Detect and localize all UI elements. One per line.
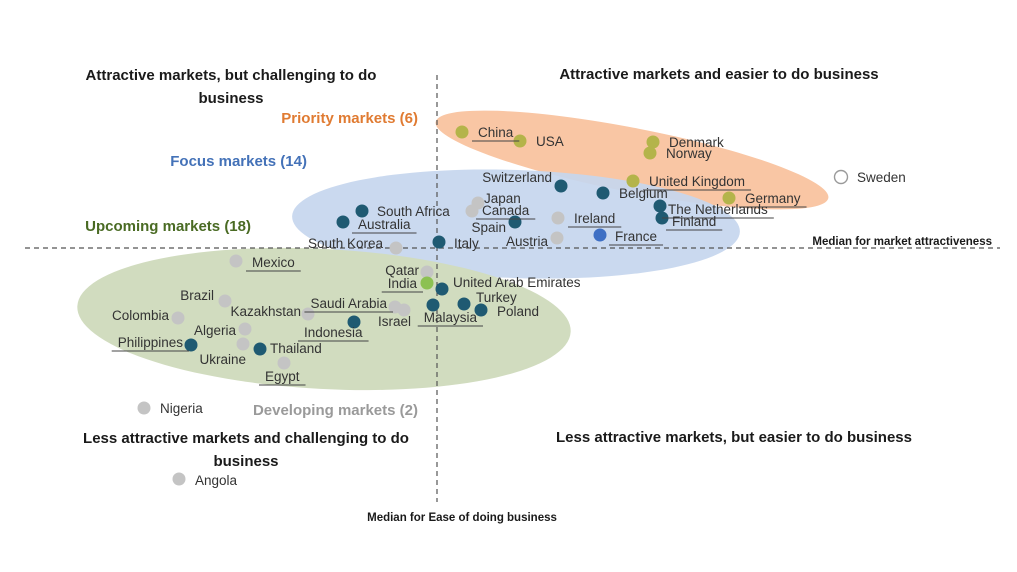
- label-ireland: Ireland: [574, 211, 615, 226]
- point-ireland: [551, 211, 565, 225]
- label-colombia: Colombia: [112, 308, 170, 323]
- label-south-africa: South Africa: [377, 204, 450, 219]
- label-usa: USA: [536, 134, 564, 149]
- point-qatar: [420, 265, 434, 279]
- label-the-netherlands: The Netherlands: [668, 202, 768, 217]
- label-australia: Australia: [358, 217, 411, 232]
- point-mexico: [229, 254, 243, 268]
- label-canada: Canada: [482, 203, 530, 218]
- focus-markets-label: Focus markets (14): [170, 153, 307, 170]
- point-italy: [432, 235, 446, 249]
- label-india: India: [388, 276, 418, 291]
- label-switzerland: Switzerland: [482, 170, 552, 185]
- label-italy: Italy: [454, 236, 479, 251]
- quadrant-top-left-line2: business: [198, 90, 263, 107]
- point-germany: [722, 191, 736, 205]
- quadrant-bottom-left-line2: business: [213, 453, 278, 470]
- y-median-label: Median for market attractiveness: [812, 236, 992, 248]
- point-philippines: [184, 338, 198, 352]
- point-malaysia: [426, 298, 440, 312]
- label-nigeria: Nigeria: [160, 401, 203, 416]
- point-united-kingdom: [626, 174, 640, 188]
- label-south-korea: South Korea: [308, 236, 384, 251]
- quadrant-bottom-left-line1: Less attractive markets and challenging …: [83, 430, 409, 447]
- priority-markets-label: Priority markets (6): [281, 110, 418, 127]
- point-brazil: [218, 294, 232, 308]
- label-turkey: Turkey: [476, 290, 517, 305]
- point-usa: [513, 134, 527, 148]
- label-angola: Angola: [195, 473, 238, 488]
- point-indonesia: [347, 315, 361, 329]
- label-finland: Finland: [672, 214, 716, 229]
- developing-markets-label: Developing markets (2): [253, 402, 418, 419]
- label-algeria: Algeria: [194, 323, 237, 338]
- point-denmark: [646, 135, 660, 149]
- label-belgium: Belgium: [619, 186, 668, 201]
- label-saudi-arabia: Saudi Arabia: [310, 296, 387, 311]
- upcoming-markets-ellipse: [77, 247, 571, 391]
- label-norway: Norway: [666, 146, 712, 161]
- label-austria: Austria: [506, 234, 549, 249]
- label-spain: Spain: [471, 220, 506, 235]
- label-egypt: Egypt: [265, 369, 300, 384]
- point-egypt: [277, 356, 291, 370]
- point-china: [455, 125, 469, 139]
- point-austria: [550, 231, 564, 245]
- point-australia: [336, 215, 350, 229]
- label-germany: Germany: [745, 191, 801, 206]
- label-china: China: [478, 125, 514, 140]
- label-france: France: [615, 229, 657, 244]
- point-south-korea: [389, 241, 403, 255]
- point-canada: [465, 204, 479, 218]
- point-united-arab-emirates: [435, 282, 449, 296]
- label-israel: Israel: [378, 314, 411, 329]
- point-poland: [474, 303, 488, 317]
- point-the-netherlands: [653, 199, 667, 213]
- point-south-africa: [355, 204, 369, 218]
- point-turkey: [457, 297, 471, 311]
- label-malaysia: Malaysia: [424, 310, 478, 325]
- label-philippines: Philippines: [118, 335, 184, 350]
- label-thailand: Thailand: [270, 341, 322, 356]
- label-poland: Poland: [497, 304, 539, 319]
- point-nigeria: [137, 401, 151, 415]
- point-thailand: [253, 342, 267, 356]
- quadrant-top-left-line1: Attractive markets, but challenging to d…: [86, 67, 377, 84]
- label-japan: Japan: [484, 191, 521, 206]
- label-kazakhstan: Kazakhstan: [230, 304, 301, 319]
- label-denmark: Denmark: [669, 135, 724, 150]
- label-sweden: Sweden: [857, 170, 906, 185]
- label-qatar: Qatar: [385, 263, 419, 278]
- point-colombia: [171, 311, 185, 325]
- upcoming-markets-label: Upcoming markets (18): [85, 218, 251, 235]
- quadrant-bottom-right: Less attractive markets, but easier to d…: [556, 429, 912, 446]
- point-switzerland: [554, 179, 568, 193]
- label-united-arab-emirates: United Arab Emirates: [453, 275, 581, 290]
- point-angola: [172, 472, 186, 486]
- label-united-kingdom: United Kingdom: [649, 174, 745, 189]
- quadrant-top-right: Attractive markets and easier to do busi…: [559, 66, 878, 83]
- point-india: [420, 276, 434, 290]
- priority-markets-ellipse: [435, 110, 829, 210]
- x-median-label: Median for Ease of doing business: [367, 512, 557, 524]
- label-ukraine: Ukraine: [199, 352, 246, 367]
- point-kazakhstan: [301, 307, 315, 321]
- point-algeria: [238, 322, 252, 336]
- label-mexico: Mexico: [252, 255, 295, 270]
- point-israel: [397, 303, 411, 317]
- point-belgium: [596, 186, 610, 200]
- point-france: [593, 228, 607, 242]
- point-sweden: [833, 169, 849, 185]
- label-brazil: Brazil: [180, 288, 214, 303]
- label-indonesia: Indonesia: [304, 325, 363, 340]
- point-norway: [643, 146, 657, 160]
- point-ukraine: [236, 337, 250, 351]
